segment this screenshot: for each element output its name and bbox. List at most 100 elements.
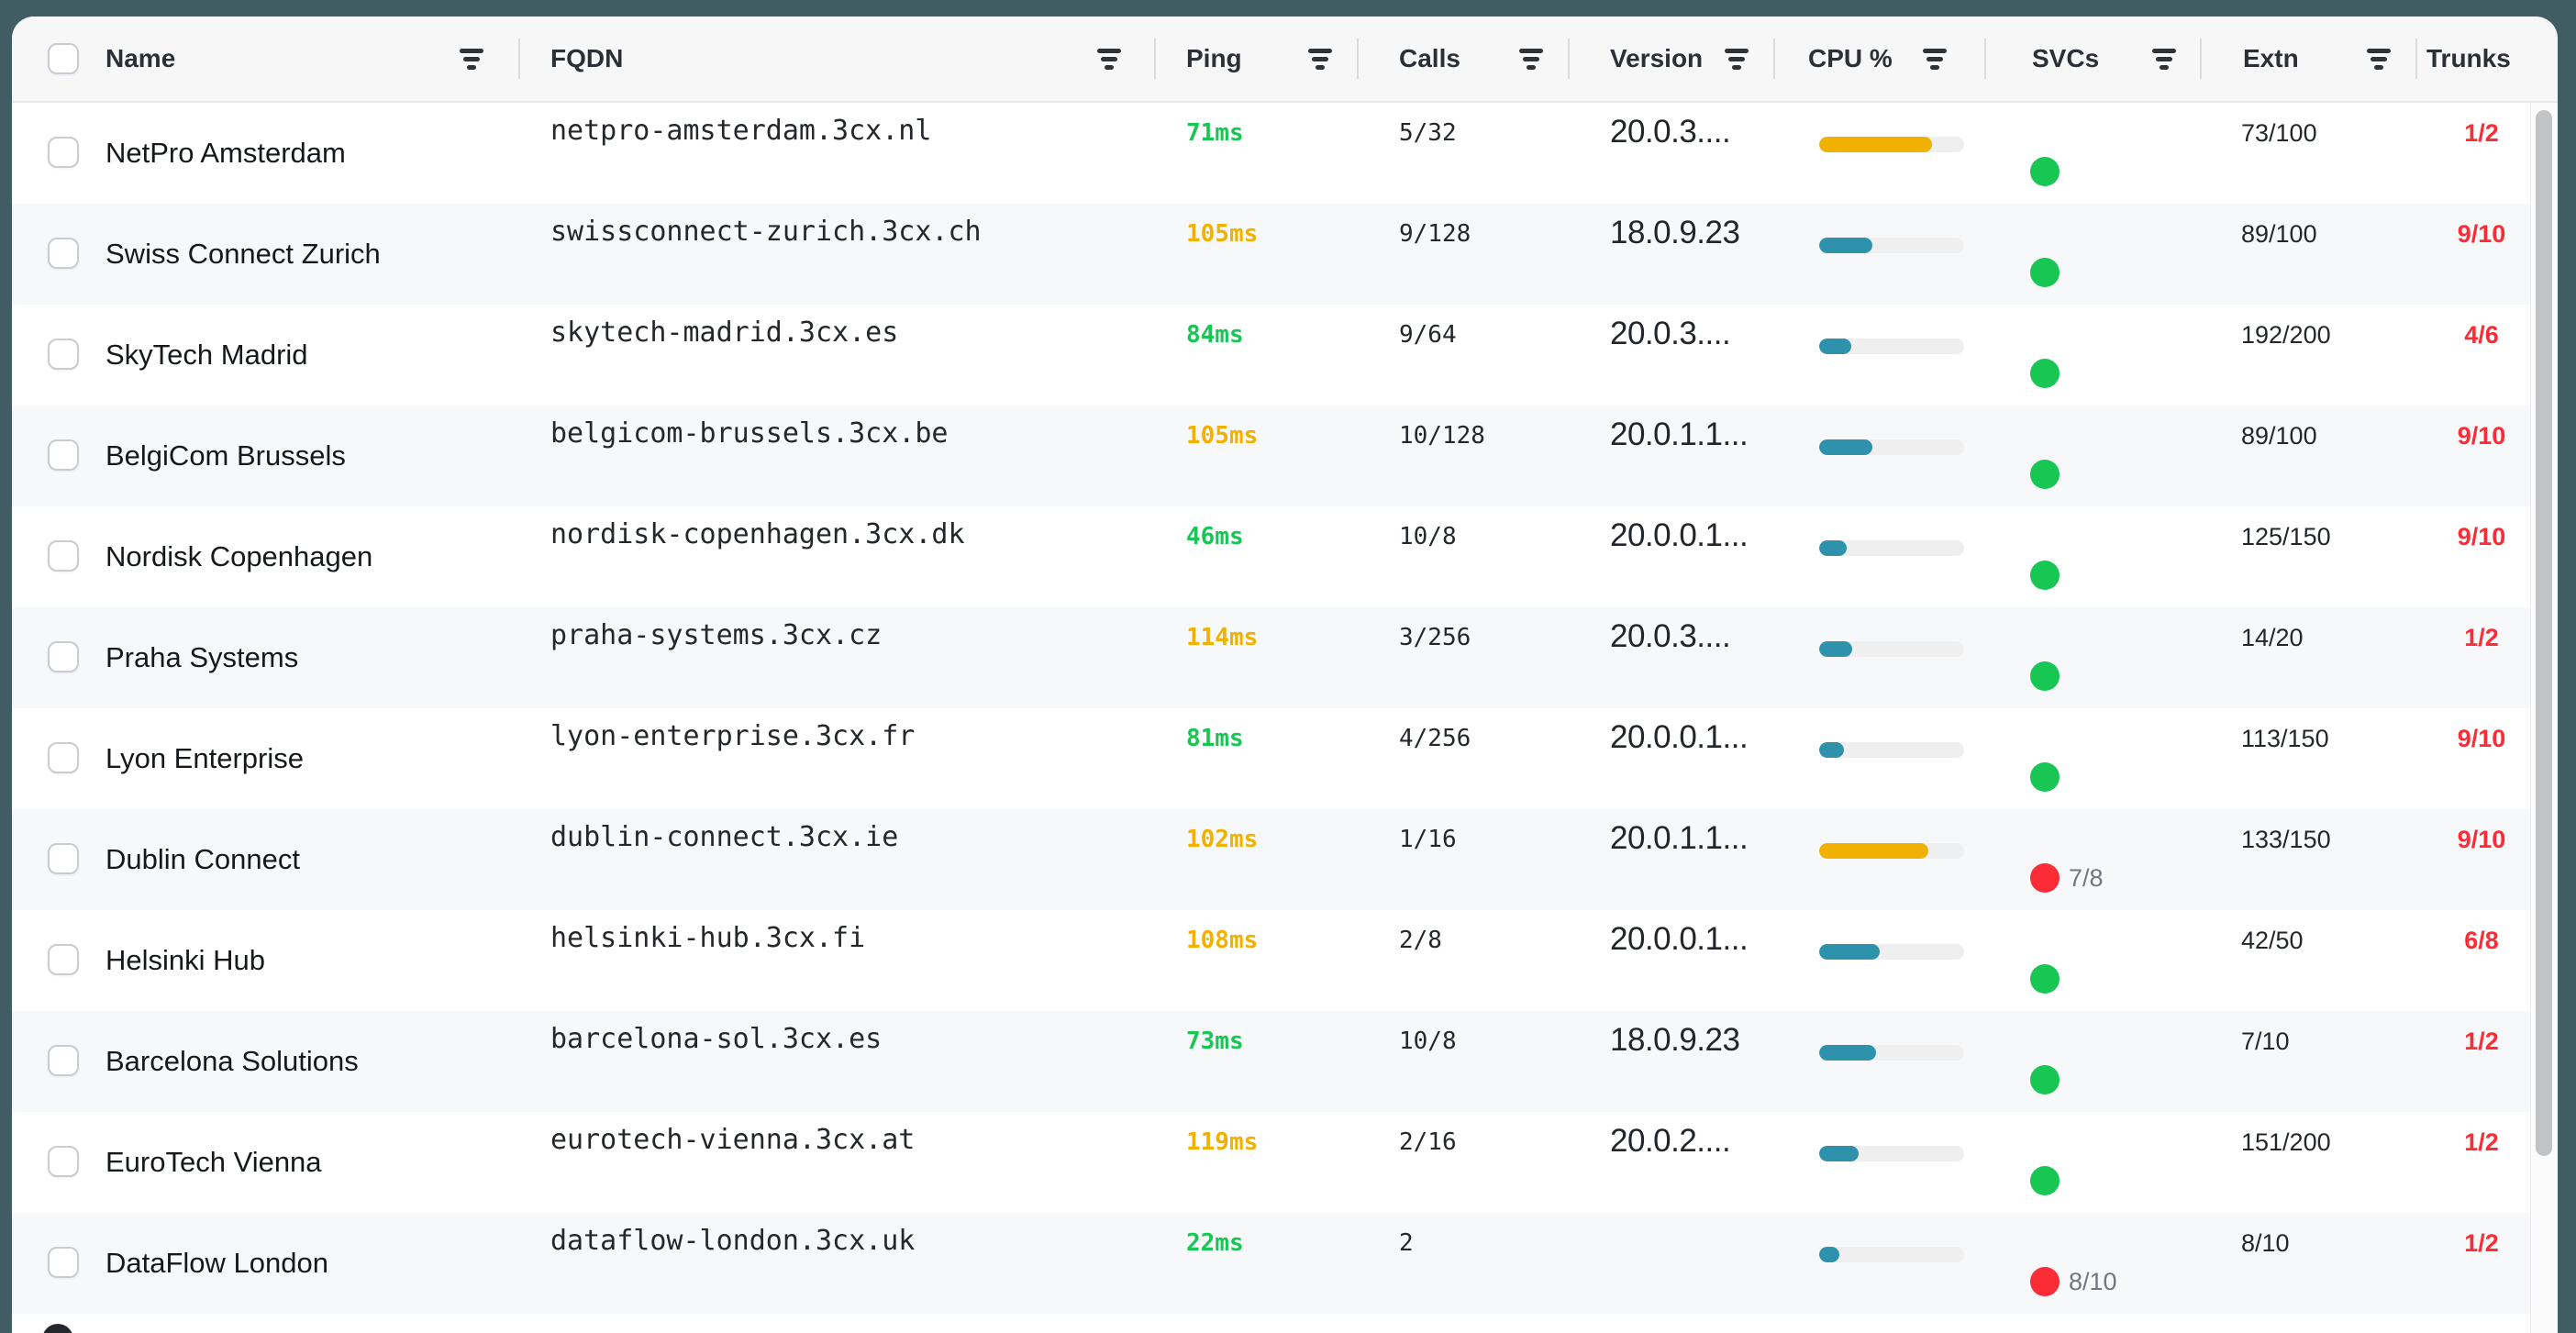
- svc-status-dot: [2030, 359, 2060, 388]
- filter-icon[interactable]: [1922, 49, 1948, 71]
- filter-icon[interactable]: [1518, 49, 1544, 71]
- row-checkbox[interactable]: [48, 137, 79, 168]
- svc-status-dot: [2030, 561, 2060, 590]
- extn-value: 7/10: [2241, 1028, 2290, 1055]
- filter-icon[interactable]: [1724, 49, 1749, 71]
- select-all-checkbox[interactable]: [48, 43, 79, 74]
- fqdn-value: helsinki-hub.3cx.fi: [550, 922, 866, 954]
- column-header-calls[interactable]: Calls: [1399, 44, 1460, 72]
- filter-icon[interactable]: [2151, 49, 2177, 71]
- row-checkbox[interactable]: [48, 641, 79, 672]
- services-status: [2030, 964, 2060, 994]
- services-status: [2030, 258, 2060, 287]
- table-row[interactable]: SkyTech Madrid skytech-madrid.3cx.es 84m…: [12, 305, 2530, 405]
- column-separator: [1154, 39, 1156, 79]
- row-checkbox[interactable]: [48, 1247, 79, 1278]
- extn-value: 42/50: [2241, 927, 2304, 954]
- column-header-trunks[interactable]: Trunks: [2426, 44, 2511, 72]
- cpu-bar-fill: [1819, 641, 1853, 657]
- column-header-svcs[interactable]: SVCs: [2032, 44, 2100, 72]
- svc-status-dot: [2030, 964, 2060, 994]
- table-row[interactable]: Praha Systems praha-systems.3cx.cz 114ms…: [12, 607, 2530, 708]
- calls-value: 9/64: [1399, 321, 1457, 349]
- ping-value: 73ms: [1186, 1028, 1244, 1055]
- cpu-usage-bar: [1819, 540, 1964, 556]
- vertical-scrollbar-thumb[interactable]: [2536, 110, 2552, 1156]
- column-header-extn[interactable]: Extn: [2243, 44, 2299, 72]
- row-checkbox[interactable]: [48, 1045, 79, 1076]
- extn-value: 151/200: [2241, 1128, 2331, 1156]
- row-checkbox[interactable]: [48, 439, 79, 471]
- instance-name: Helsinki Hub: [105, 944, 266, 976]
- trunks-value: 1/2: [2464, 1128, 2499, 1156]
- extn-value: 192/200: [2241, 321, 2331, 349]
- fqdn-value: belgicom-brussels.3cx.be: [550, 417, 949, 450]
- trunks-value: 9/10: [2457, 725, 2506, 752]
- table-row[interactable]: DataFlow London dataflow-london.3cx.uk 2…: [12, 1213, 2530, 1314]
- version-value: 20.0.3....: [1610, 618, 1731, 654]
- filter-icon[interactable]: [2366, 49, 2392, 71]
- column-separator: [2200, 39, 2202, 79]
- filter-icon[interactable]: [459, 49, 484, 71]
- row-checkbox[interactable]: [48, 843, 79, 874]
- svc-status-dot: [2030, 157, 2060, 186]
- column-separator: [1984, 39, 1986, 79]
- calls-value: 5/32: [1399, 119, 1457, 147]
- trunks-value: 6/8: [2464, 927, 2499, 954]
- table-row[interactable]: BelgiCom Brussels belgicom-brussels.3cx.…: [12, 405, 2530, 506]
- fqdn-value: skytech-madrid.3cx.es: [550, 317, 899, 349]
- ping-value: 71ms: [1186, 119, 1244, 147]
- extn-value: 133/150: [2241, 826, 2331, 853]
- services-status: 8/10: [2030, 1267, 2117, 1296]
- extn-value: 14/20: [2241, 624, 2304, 651]
- row-checkbox[interactable]: [48, 944, 79, 975]
- ping-value: 102ms: [1186, 826, 1259, 853]
- row-checkbox[interactable]: [48, 238, 79, 269]
- services-status: [2030, 157, 2060, 186]
- fqdn-value: praha-systems.3cx.cz: [550, 619, 883, 651]
- cpu-usage-bar: [1819, 1146, 1964, 1161]
- version-value: 20.0.0.1...: [1610, 921, 1749, 957]
- services-status: [2030, 460, 2060, 489]
- row-checkbox[interactable]: [48, 339, 79, 370]
- version-value: 20.0.2....: [1610, 1123, 1731, 1159]
- version-value: 20.0.1.1...: [1610, 417, 1749, 452]
- column-header-version[interactable]: Version: [1610, 44, 1704, 72]
- svc-status-dot: [2030, 1267, 2060, 1296]
- table-row[interactable]: Swiss Connect Zurich swissconnect-zurich…: [12, 204, 2530, 305]
- version-value: 18.0.9.23: [1610, 1022, 1740, 1058]
- cpu-usage-bar: [1819, 1247, 1964, 1262]
- svc-status-dot: [2030, 1065, 2060, 1094]
- table-row[interactable]: EuroTech Vienna eurotech-vienna.3cx.at 1…: [12, 1112, 2530, 1213]
- version-value: 20.0.3....: [1610, 114, 1731, 150]
- extn-value: 113/150: [2241, 725, 2329, 752]
- column-separator: [518, 39, 520, 79]
- cpu-bar-fill: [1819, 1247, 1840, 1262]
- filter-icon[interactable]: [1307, 49, 1333, 71]
- services-status: [2030, 762, 2060, 792]
- column-header-fqdn[interactable]: FQDN: [550, 44, 624, 72]
- column-header-name[interactable]: Name: [105, 44, 176, 72]
- column-header-ping[interactable]: Ping: [1186, 44, 1242, 72]
- cpu-bar-fill: [1819, 843, 1928, 859]
- filter-icon[interactable]: [1096, 49, 1122, 71]
- row-checkbox[interactable]: [48, 540, 79, 572]
- ping-value: 22ms: [1186, 1229, 1244, 1257]
- table-body: NetPro Amsterdam netpro-amsterdam.3cx.nl…: [12, 103, 2558, 1314]
- instance-name: Barcelona Solutions: [105, 1045, 359, 1077]
- table-row[interactable]: Lyon Enterprise lyon-enterprise.3cx.fr 8…: [12, 708, 2530, 809]
- fqdn-value: eurotech-vienna.3cx.at: [550, 1124, 916, 1156]
- row-checkbox[interactable]: [48, 742, 79, 773]
- row-checkbox[interactable]: [48, 1146, 79, 1177]
- fqdn-value: barcelona-sol.3cx.es: [550, 1023, 883, 1055]
- column-header-cpu[interactable]: CPU %: [1808, 44, 1893, 72]
- cpu-bar-fill: [1819, 238, 1873, 253]
- table-row[interactable]: NetPro Amsterdam netpro-amsterdam.3cx.nl…: [12, 103, 2530, 204]
- table-row[interactable]: Nordisk Copenhagen nordisk-copenhagen.3c…: [12, 506, 2530, 607]
- table-row[interactable]: Helsinki Hub helsinki-hub.3cx.fi 108ms 2…: [12, 910, 2530, 1011]
- table-row[interactable]: Dublin Connect dublin-connect.3cx.ie 102…: [12, 809, 2530, 910]
- table-row[interactable]: Barcelona Solutions barcelona-sol.3cx.es…: [12, 1011, 2530, 1112]
- cpu-usage-bar: [1819, 137, 1964, 152]
- column-separator: [1568, 39, 1570, 79]
- instance-name: Dublin Connect: [105, 843, 300, 875]
